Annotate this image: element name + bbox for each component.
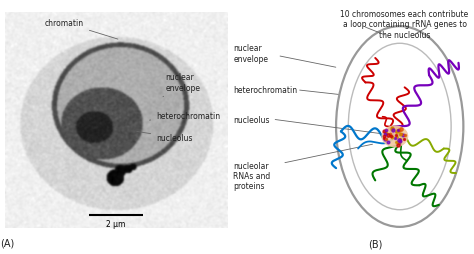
Text: 10 chromosomes each contribute
a loop containing rRNA genes to
the nucleolus: 10 chromosomes each contribute a loop co… (340, 10, 469, 40)
Text: heterochromatin: heterochromatin (233, 86, 297, 95)
Text: nucleolus: nucleolus (137, 132, 193, 142)
Text: nucleolar
RNAs and
proteins: nucleolar RNAs and proteins (233, 161, 271, 190)
Text: nuclear
envelope: nuclear envelope (163, 73, 200, 98)
Text: nucleolus: nucleolus (233, 115, 270, 124)
Text: chromatin: chromatin (45, 19, 118, 40)
Text: 2 μm: 2 μm (107, 219, 126, 228)
Text: nuclear
envelope: nuclear envelope (233, 44, 268, 64)
Ellipse shape (382, 126, 408, 148)
Text: (A): (A) (0, 238, 15, 248)
Text: heterochromatin: heterochromatin (149, 112, 220, 121)
Text: (B): (B) (368, 239, 383, 248)
